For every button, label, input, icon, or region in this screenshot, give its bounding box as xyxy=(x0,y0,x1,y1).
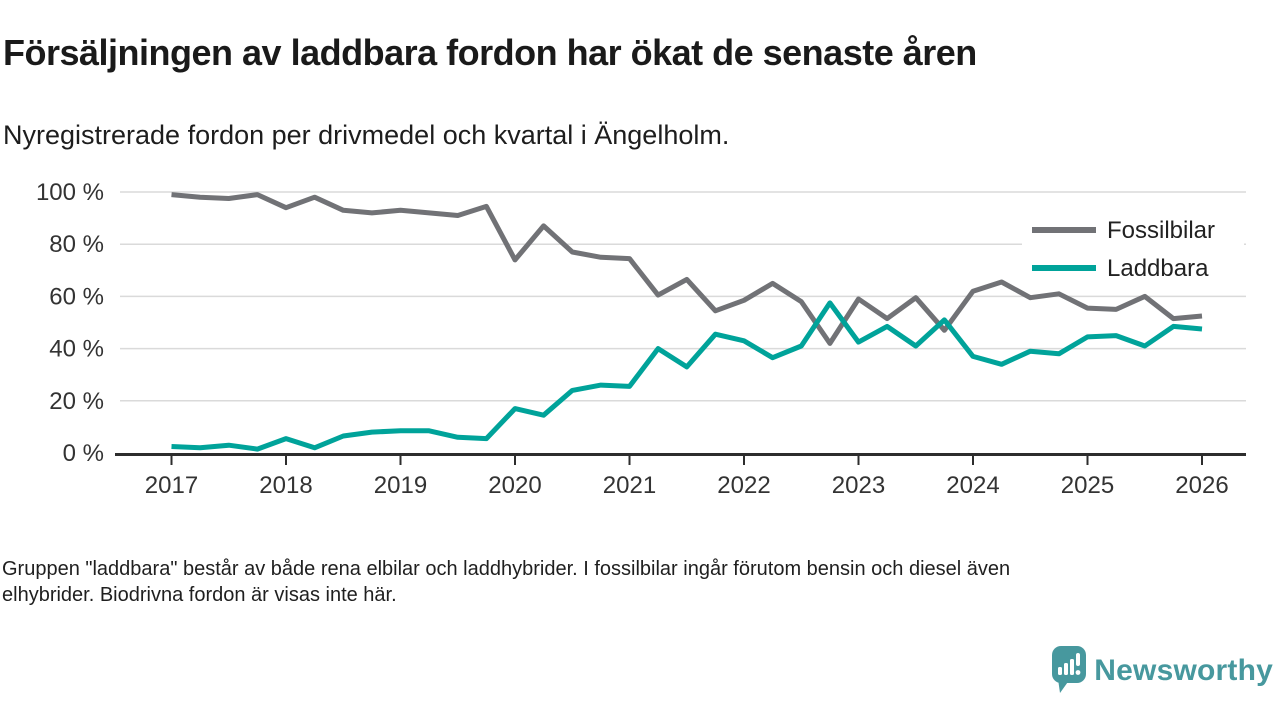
y-axis-tick-label: 20 % xyxy=(49,388,104,415)
x-axis-tick-label: 2025 xyxy=(1061,472,1114,499)
y-axis-tick-label: 100 % xyxy=(36,179,104,206)
y-axis-tick-label: 60 % xyxy=(49,283,104,310)
y-axis-tick-label: 40 % xyxy=(49,336,104,363)
x-axis-tick-label: 2017 xyxy=(145,472,198,499)
chart-subtitle: Nyregistrerade fordon per drivmedel och … xyxy=(3,120,730,150)
footnote-line-2: elhybrider. Biodrivna fordon är visas in… xyxy=(2,584,397,606)
footnote-line-1: Gruppen "laddbara" består av både rena e… xyxy=(2,558,1011,580)
x-axis-tick-label: 2021 xyxy=(603,472,656,499)
series-line-laddbara xyxy=(171,300,1203,452)
x-axis-tick-label: 2018 xyxy=(259,472,312,499)
newsworthy-logo: Newsworthy xyxy=(1052,645,1273,697)
x-axis-tick-label: 2026 xyxy=(1175,472,1228,499)
series-line-fossilbilar xyxy=(171,192,1203,346)
chart-footnote: Gruppen "laddbara" består av både rena e… xyxy=(2,556,1272,608)
x-axis-tick-label: 2023 xyxy=(832,472,885,499)
chart-title: Försäljningen av laddbara fordon har öka… xyxy=(3,32,977,73)
x-axis-tick-label: 2024 xyxy=(946,472,999,499)
y-axis-tick-label: 0 % xyxy=(63,440,104,467)
y-axis-tick-label: 80 % xyxy=(49,231,104,258)
x-axis-tick-label: 2019 xyxy=(374,472,427,499)
newsworthy-logo-text: Newsworthy xyxy=(1094,654,1273,687)
x-axis-tick-label: 2022 xyxy=(717,472,770,499)
x-axis-tick-label: 2020 xyxy=(488,472,541,499)
newsworthy-speech-bubble-chart-icon xyxy=(1052,646,1087,693)
legend-label-laddbara: Laddbara xyxy=(1107,255,1209,282)
legend-label-fossilbilar: Fossilbilar xyxy=(1107,217,1215,244)
